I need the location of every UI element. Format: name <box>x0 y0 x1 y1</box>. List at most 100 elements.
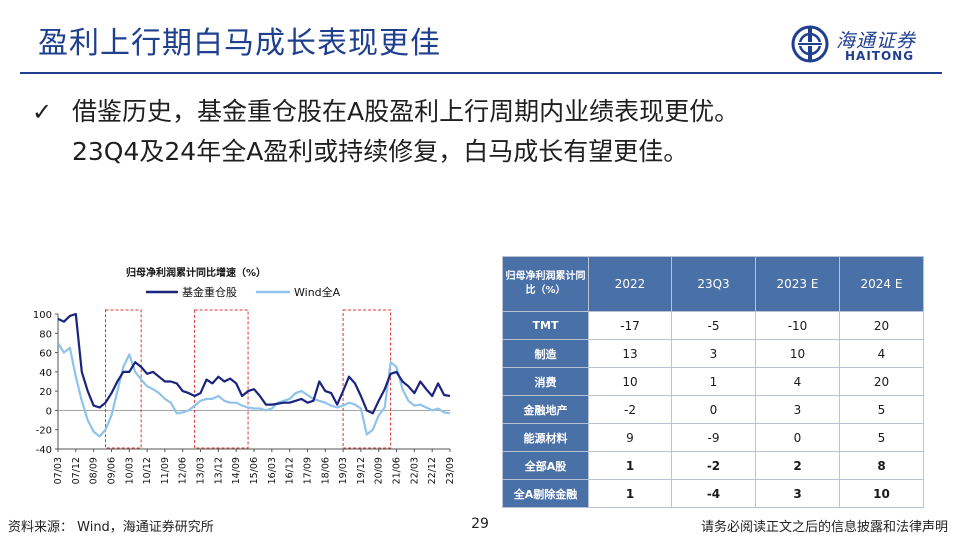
table-row: TMT -17 -5 -10 20 <box>502 311 924 340</box>
table-row-label: 制造 <box>502 339 589 368</box>
table-cell: 5 <box>839 423 924 452</box>
y-tick-label: 0 <box>46 406 52 417</box>
table-row-label: 金融地产 <box>502 395 589 424</box>
table-row: 能源材料 9 -9 0 5 <box>502 423 924 452</box>
table-row-label: 全部A股 <box>502 451 589 480</box>
page-number: 29 <box>471 516 489 532</box>
table-cell: 10 <box>588 367 672 396</box>
table-cell: 20 <box>839 311 924 340</box>
table-row-label: 能源材料 <box>502 423 589 452</box>
x-tick-label: 15/06 <box>249 457 260 484</box>
title-divider <box>20 72 942 74</box>
series-line-fund <box>58 312 451 415</box>
highlight-period-box <box>342 309 392 449</box>
table-row-label: TMT <box>502 311 589 340</box>
x-tick-label: 13/03 <box>196 457 207 484</box>
x-tick-label: 10/03 <box>124 457 135 484</box>
table-header-cell: 2024 E <box>839 256 924 312</box>
table-header-cell: 2023 E <box>755 256 840 312</box>
table-cell: 4 <box>755 367 840 396</box>
y-tick-label: 80 <box>39 329 52 340</box>
haitong-logo-icon <box>791 25 829 63</box>
table-row-label: 消费 <box>502 367 589 396</box>
table-cell: 3 <box>755 395 840 424</box>
table-cell: 3 <box>755 479 840 508</box>
chart-title: 归母净利润累计同比增速（%） <box>126 266 266 279</box>
x-tick-label: 11/09 <box>160 457 171 484</box>
profit-growth-table: 归母净利润累计同比（%） 2022 23Q3 2023 E 2024 E TMT… <box>502 256 924 508</box>
x-tick-label: 20/09 <box>374 457 385 484</box>
legend-label: 基金重仓股 <box>182 285 237 299</box>
table-cell: 4 <box>839 339 924 368</box>
x-tick-label: 16/12 <box>285 457 296 484</box>
table-row: 制造 13 3 10 4 <box>502 339 924 368</box>
x-tick-label: 07/12 <box>71 457 82 484</box>
table-cell: 10 <box>755 339 840 368</box>
table-row: 消费 10 1 4 20 <box>502 367 924 396</box>
table-cell: -9 <box>671 423 756 452</box>
table-header-cell: 23Q3 <box>671 256 756 312</box>
profit-growth-chart: 归母净利润累计同比增速（%） 基金重仓股 Wind全A 100 80 60 40 20 0 -20… <box>33 266 456 484</box>
table-cell: 0 <box>755 423 840 452</box>
y-tick-label: -40 <box>36 445 52 456</box>
disclaimer-text: 请务必阅读正文之后的信息披露和法律声明 <box>700 520 948 535</box>
table-cell: -17 <box>588 311 672 340</box>
x-tick-label: 16/03 <box>267 457 278 484</box>
table-row: 全部A股 1 -2 2 8 <box>502 451 924 480</box>
x-tick-label: 09/06 <box>106 457 117 484</box>
y-tick-label: 40 <box>39 368 52 379</box>
haitong-logo: 海通证券 HAITONG <box>790 24 940 68</box>
x-tick-label: 19/03 <box>338 457 349 484</box>
table-cell: -5 <box>671 311 756 340</box>
x-tick-label: 18/06 <box>320 457 331 484</box>
x-tick-label: 14/09 <box>231 457 242 484</box>
table-row: 全A剔除金融 1 -4 3 10 <box>502 479 924 508</box>
table-header-cell: 归母净利润累计同比（%） <box>502 256 589 312</box>
x-tick-label: 12/06 <box>178 457 189 484</box>
bullet-line-2: 23Q4及24年全A盈利或持续修复，白马成长有望更佳。 <box>72 137 689 166</box>
x-tick-label: 23/09 <box>445 457 456 484</box>
x-tick-label: 19/12 <box>356 457 367 484</box>
table-header-row: 归母净利润累计同比（%） 2022 23Q3 2023 E 2024 E <box>502 256 924 312</box>
y-tick-label: -20 <box>36 426 52 437</box>
series-line-wind-all-a <box>58 342 451 438</box>
table-cell: -2 <box>671 451 756 480</box>
table-row: 金融地产 -2 0 3 5 <box>502 395 924 424</box>
table-header-cell: 2022 <box>588 256 672 312</box>
table-cell: -4 <box>671 479 756 508</box>
table-cell: -10 <box>755 311 840 340</box>
table-cell: 3 <box>671 339 756 368</box>
x-tick-label: 22/03 <box>409 457 420 484</box>
checkmark-icon: ✓ <box>32 98 53 126</box>
table-cell: 10 <box>839 479 924 508</box>
table-cell: 5 <box>839 395 924 424</box>
x-tick-label: 22/12 <box>427 457 438 484</box>
table-cell: 8 <box>839 451 924 480</box>
y-tick-label: 60 <box>39 349 52 360</box>
logo-en-text: HAITONG <box>845 49 915 63</box>
y-tick-label: 100 <box>33 310 52 321</box>
table-cell: 1 <box>671 367 756 396</box>
source-note: 资料来源： Wind，海通证券研究所 <box>8 520 214 535</box>
table-cell: 1 <box>588 451 672 480</box>
logo-cn-text: 海通证券 <box>836 30 917 52</box>
table-cell: 9 <box>588 423 672 452</box>
x-tick-label: 08/09 <box>89 457 100 484</box>
table-cell: -2 <box>588 395 672 424</box>
y-tick-label: 20 <box>39 387 52 398</box>
bullet-line-1: 借鉴历史，基金重仓股在A股盈利上行周期内业绩表现更优。 <box>72 97 740 126</box>
x-tick-label: 13/12 <box>213 457 224 484</box>
highlight-period-box <box>194 309 249 449</box>
x-tick-label: 21/06 <box>392 457 403 484</box>
legend-label: Wind全A <box>294 285 341 299</box>
x-tick-label: 17/09 <box>302 457 313 484</box>
table-cell: 1 <box>588 479 672 508</box>
table-cell: 20 <box>839 367 924 396</box>
table-cell: 0 <box>671 395 756 424</box>
x-tick-label: 07/03 <box>53 457 64 484</box>
table-cell: 13 <box>588 339 672 368</box>
table-row-label: 全A剔除金融 <box>502 479 589 508</box>
highlight-period-box <box>105 309 142 449</box>
table-cell: 2 <box>755 451 840 480</box>
x-tick-label: 10/12 <box>142 457 153 484</box>
